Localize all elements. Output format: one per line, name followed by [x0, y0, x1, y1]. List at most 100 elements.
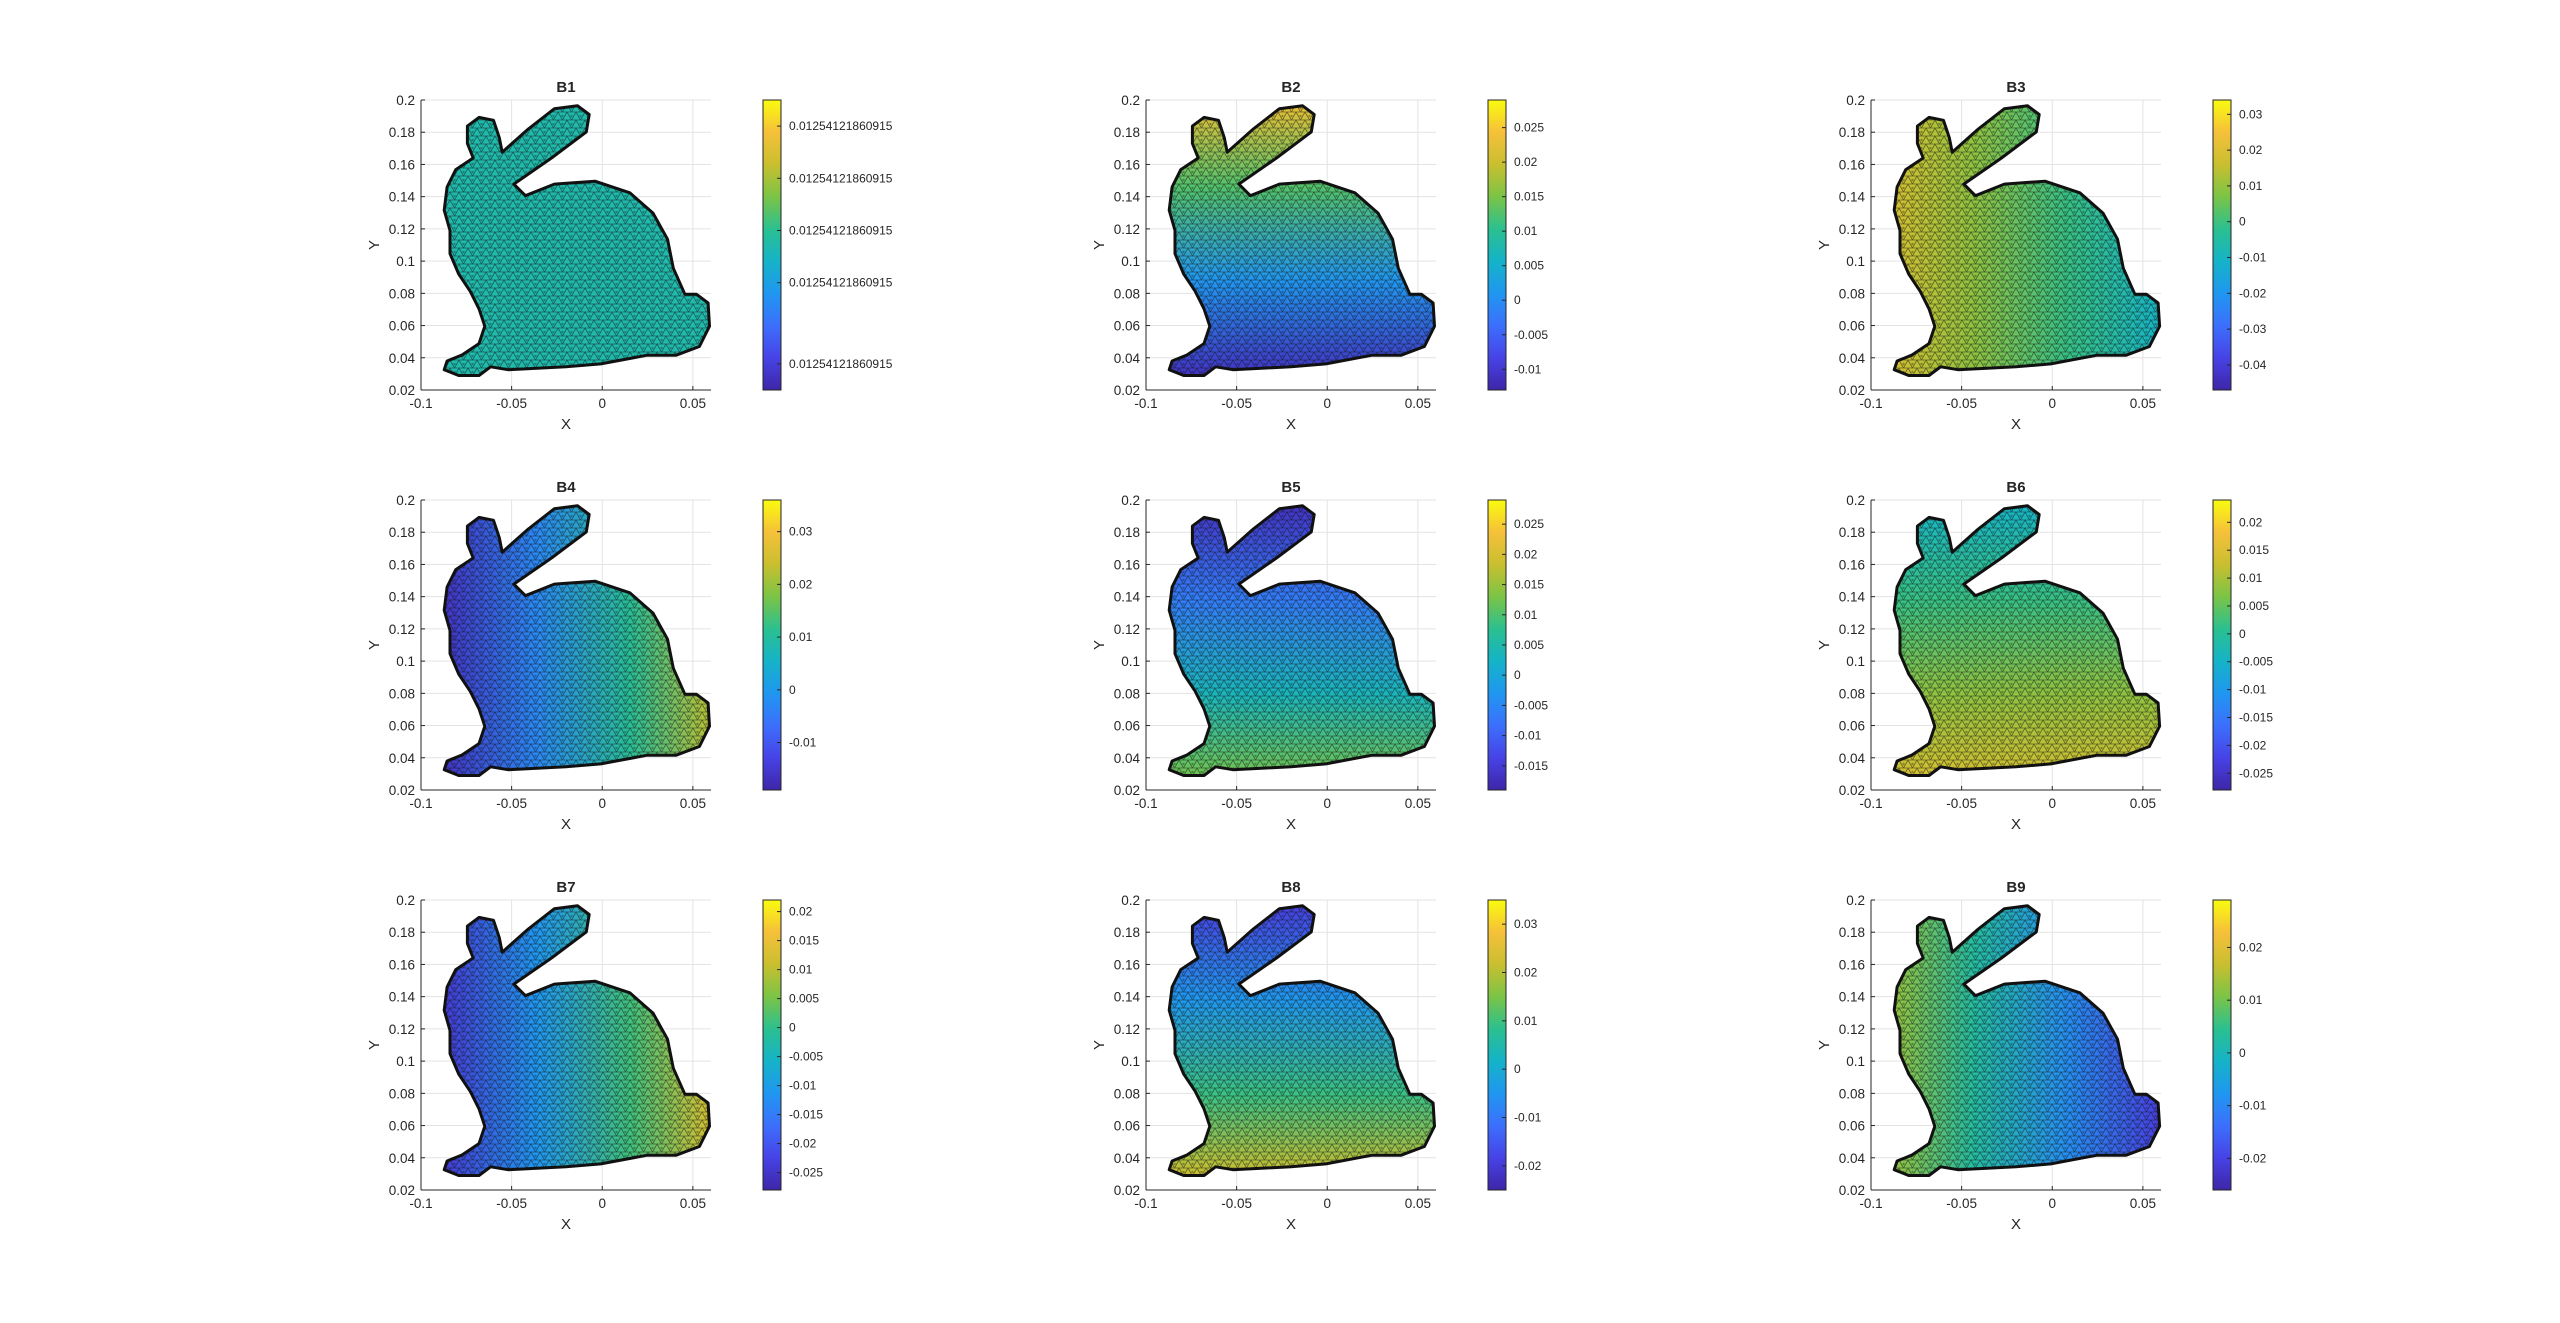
colorbar-tick-label: 0.01254121860915 — [789, 357, 893, 371]
colorbar-tick-label: 0.02 — [2239, 940, 2263, 954]
colorbar-tick-label: 0.03 — [2239, 107, 2263, 121]
colorbar-tick-label: 0 — [789, 683, 796, 697]
colorbar-tick-label: 0 — [2239, 215, 2246, 229]
panel-b7: -0.1 -0.05 0 0.05 0.02 0.04 0.06 0.08 0.1 0.12 0.1… — [366, 879, 823, 1233]
x-tick-label: -0.05 — [496, 396, 527, 411]
colorbar-tick-label: -0.01 — [789, 1079, 817, 1093]
x-tick-label: 0.05 — [680, 796, 706, 811]
y-tick-label: 0.06 — [1114, 319, 1140, 334]
y-tick-label: 0.06 — [1114, 1119, 1140, 1134]
colorbar-tick-label: 0.02 — [789, 577, 813, 591]
x-tick-label: 0.05 — [2130, 1196, 2156, 1211]
y-tick-label: 0.12 — [1114, 622, 1140, 637]
x-tick-label: -0.05 — [1946, 796, 1977, 811]
colorbar-tick-label: -0.01 — [2239, 683, 2267, 697]
x-tick-label: 0.05 — [1405, 396, 1431, 411]
mesh-wireframe — [1167, 904, 1436, 1177]
colorbar-tick-label: 0.01 — [1514, 224, 1538, 238]
colorbar-tick-label: 0.01 — [2239, 571, 2263, 585]
panel-title: B1 — [556, 79, 575, 96]
colorbar-tick-label: -0.01 — [1514, 1111, 1542, 1125]
x-axis-label: X — [561, 816, 571, 833]
y-tick-label: 0.12 — [1839, 1022, 1865, 1037]
mesh-wireframe — [1892, 904, 2162, 1177]
colorbar-tick-label: 0.005 — [2239, 599, 2269, 613]
colorbar-tick-label: -0.01 — [1514, 729, 1542, 743]
x-tick-label: -0.1 — [409, 396, 432, 411]
colorbar-tick-label: 0.03 — [1514, 917, 1538, 931]
x-tick-label: -0.1 — [409, 796, 432, 811]
y-tick-label: 0.1 — [396, 1054, 415, 1069]
y-tick-label: 0.16 — [1839, 557, 1865, 572]
y-tick-label: 0.16 — [1839, 157, 1865, 172]
x-tick-label: -0.05 — [496, 1196, 527, 1211]
y-tick-label: 0.04 — [1839, 1151, 1866, 1166]
y-axis-label: Y — [1091, 640, 1108, 650]
colorbar-tick-label: 0.01254121860915 — [789, 171, 893, 185]
x-tick-label: 0.05 — [680, 396, 706, 411]
y-tick-label: 0.18 — [1114, 125, 1140, 140]
y-tick-label: 0.18 — [389, 525, 415, 540]
colorbar-tick-label: -0.02 — [789, 1137, 817, 1151]
colorbar-tick-label: 0.015 — [2239, 543, 2269, 557]
y-tick-label: 0.08 — [1839, 686, 1865, 701]
y-tick-label: 0.16 — [1114, 157, 1140, 172]
x-tick-label: 0 — [2048, 796, 2056, 811]
x-tick-label: -0.05 — [1221, 1196, 1252, 1211]
y-tick-label: 0.14 — [1114, 590, 1141, 605]
y-tick-label: 0.02 — [1839, 383, 1865, 398]
colorbar-tick-label: 0.005 — [1514, 259, 1544, 273]
colorbar-tick-label: -0.01 — [2239, 1099, 2267, 1113]
y-tick-label: 0.18 — [1114, 525, 1140, 540]
y-tick-label: 0.06 — [389, 719, 415, 734]
y-tick-label: 0.18 — [389, 125, 415, 140]
panel-b6: -0.1 -0.05 0 0.05 0.02 0.04 0.06 0.08 0.1 0.12 0.1… — [1816, 479, 2273, 833]
panel-title: B4 — [556, 479, 576, 496]
y-tick-label: 0.02 — [1114, 1183, 1140, 1198]
y-tick-label: 0.08 — [1839, 1086, 1865, 1101]
y-axis-label: Y — [366, 640, 383, 650]
y-tick-label: 0.12 — [1114, 222, 1140, 237]
colorbar-tick-label: -0.02 — [2239, 1151, 2267, 1165]
y-tick-label: 0.12 — [1839, 622, 1865, 637]
y-tick-label: 0.04 — [1114, 1151, 1141, 1166]
panel-b8: -0.1 -0.05 0 0.05 0.02 0.04 0.06 0.08 0.1 0.12 0.1… — [1091, 879, 1542, 1233]
colorbar-tick-label: 0.01 — [1514, 1014, 1538, 1028]
y-tick-label: 0.04 — [1839, 351, 1866, 366]
y-tick-label: 0.06 — [1839, 719, 1865, 734]
colorbar — [762, 99, 782, 391]
x-tick-label: -0.05 — [496, 796, 527, 811]
colorbar-tick-label: -0.005 — [789, 1050, 823, 1064]
y-tick-label: 0.14 — [389, 590, 416, 605]
colorbar-tick-label: -0.025 — [2239, 766, 2273, 780]
y-tick-label: 0.02 — [1114, 383, 1140, 398]
y-tick-label: 0.16 — [389, 157, 415, 172]
x-tick-label: 0 — [598, 796, 606, 811]
x-tick-label: -0.1 — [1134, 396, 1157, 411]
x-tick-label: 0 — [1323, 396, 1331, 411]
colorbar-tick-label: -0.03 — [2239, 322, 2267, 336]
colorbar-tick-label: 0.005 — [1514, 638, 1544, 652]
y-tick-label: 0.08 — [389, 686, 415, 701]
colorbar-tick-label: 0 — [1514, 1062, 1521, 1076]
y-tick-label: 0.06 — [389, 319, 415, 334]
y-tick-label: 0.06 — [1839, 319, 1865, 334]
y-axis-label: Y — [1816, 240, 1833, 250]
y-tick-label: 0.06 — [1114, 719, 1140, 734]
x-tick-label: 0.05 — [1405, 1196, 1431, 1211]
y-tick-label: 0.2 — [396, 893, 415, 908]
y-tick-label: 0.1 — [1121, 254, 1140, 269]
mesh-wireframe — [1167, 504, 1436, 777]
colorbar — [1487, 99, 1507, 391]
y-tick-label: 0.1 — [1121, 1054, 1140, 1069]
y-tick-label: 0.14 — [1839, 190, 1866, 205]
panel-title: B2 — [1281, 79, 1300, 96]
mesh-wireframe — [1892, 504, 2162, 777]
y-tick-label: 0.12 — [389, 622, 415, 637]
colorbar — [762, 899, 782, 1191]
y-axis-label: Y — [1816, 640, 1833, 650]
colorbar-tick-label: 0.02 — [2239, 515, 2263, 529]
x-axis-label: X — [1286, 1216, 1296, 1233]
mesh-wireframe — [442, 504, 711, 777]
x-tick-label: 0 — [598, 1196, 606, 1211]
